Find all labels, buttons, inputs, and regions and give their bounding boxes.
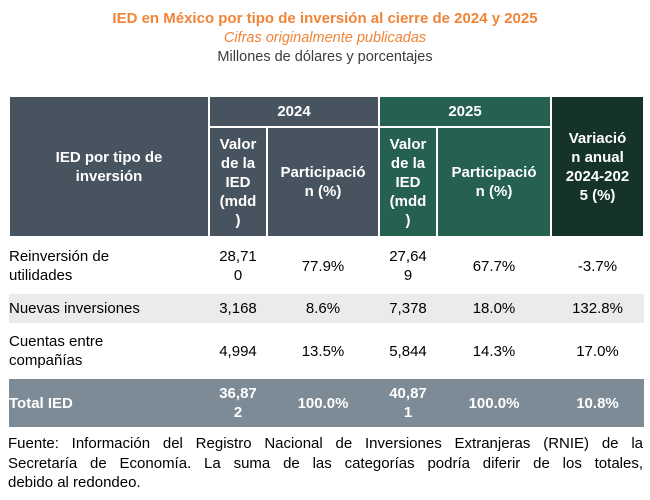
- ied-table: IED por tipo de inversión 2024 2025 Vari…: [8, 95, 645, 427]
- header-valor-ied-2024: Valor de la IED (mdd ): [208, 126, 268, 238]
- table-row-nuevas-inversiones: Nuevas inversiones 3,168 8.6% 7,378 18.0…: [9, 294, 644, 323]
- source-note: Fuente: Información del Registro Naciona…: [8, 434, 643, 493]
- participacion-2025-cell: 14.3%: [437, 323, 551, 379]
- header-variacion-anual: Variació n anual 2024-202 5 (%): [550, 95, 645, 238]
- table-row-total-ied: Total IED 36,87 2 100.0% 40,87 1 100.0% …: [9, 379, 644, 427]
- source-note-line: Fuente: Información del Registro Naciona…: [8, 435, 643, 452]
- valor-2025-cell: 7,378: [379, 294, 437, 323]
- variacion-cell: 17.0%: [551, 323, 644, 379]
- variacion-cell: 132.8%: [551, 294, 644, 323]
- header-category: IED por tipo de inversión: [8, 95, 210, 238]
- units-line: Millones de dólares y porcentajes: [217, 49, 433, 65]
- participacion-2024-cell: 8.6%: [267, 294, 379, 323]
- table-header: IED por tipo de inversión 2024 2025 Vari…: [8, 95, 645, 238]
- row-label: Reinversión de utilidades: [9, 237, 209, 294]
- participacion-2025-cell: 100.0%: [437, 379, 551, 427]
- header-participacion-2025: Participació n (%): [436, 126, 552, 238]
- table-row-cuentas-entre-companias: Cuentas entre compañías 4,994 13.5% 5,84…: [9, 323, 644, 379]
- report-title: IED en México por tipo de inversión al c…: [112, 10, 538, 27]
- header-valor-ied-2025: Valor de la IED (mdd ): [378, 126, 438, 238]
- valor-2024-cell: 4,994: [209, 323, 267, 379]
- variacion-cell: 10.8%: [551, 379, 644, 427]
- table-row-reinversion: Reinversión de utilidades 28,71 0 77.9% …: [9, 237, 644, 294]
- valor-2025-cell: 5,844: [379, 323, 437, 379]
- row-label: Nuevas inversiones: [9, 294, 209, 323]
- source-note-line: Secretaría de Economía. La suma de las c…: [8, 454, 643, 472]
- valor-2024-cell: 28,71 0: [209, 237, 267, 294]
- row-label: Total IED: [9, 379, 209, 427]
- header-group-2024: 2024: [208, 95, 380, 128]
- participacion-2024-cell: 100.0%: [267, 379, 379, 427]
- source-note-line: debido al redondeo.: [8, 474, 141, 491]
- participacion-2025-cell: 18.0%: [437, 294, 551, 323]
- report-header: IED en México por tipo de inversión al c…: [0, 0, 650, 67]
- participacion-2024-cell: 13.5%: [267, 323, 379, 379]
- valor-2025-cell: 27,64 9: [379, 237, 437, 294]
- row-label: Cuentas entre compañías: [9, 323, 209, 379]
- valor-2024-cell: 3,168: [209, 294, 267, 323]
- header-sub-row: Valor de la IED (mdd ) Participació n (%…: [9, 126, 644, 238]
- participacion-2025-cell: 67.7%: [437, 237, 551, 294]
- header-participacion-2024: Participació n (%): [266, 126, 380, 238]
- header-group-2025: 2025: [378, 95, 552, 128]
- variacion-cell: -3.7%: [551, 237, 644, 294]
- valor-2025-cell: 40,87 1: [379, 379, 437, 427]
- table-body: Reinversión de utilidades 28,71 0 77.9% …: [9, 237, 644, 427]
- header-group-row: IED por tipo de inversión 2024 2025 Vari…: [8, 95, 645, 238]
- participacion-2024-cell: 77.9%: [267, 237, 379, 294]
- valor-2024-cell: 36,87 2: [209, 379, 267, 427]
- report-subtitle: Cifras originalmente publicadas: [223, 30, 427, 46]
